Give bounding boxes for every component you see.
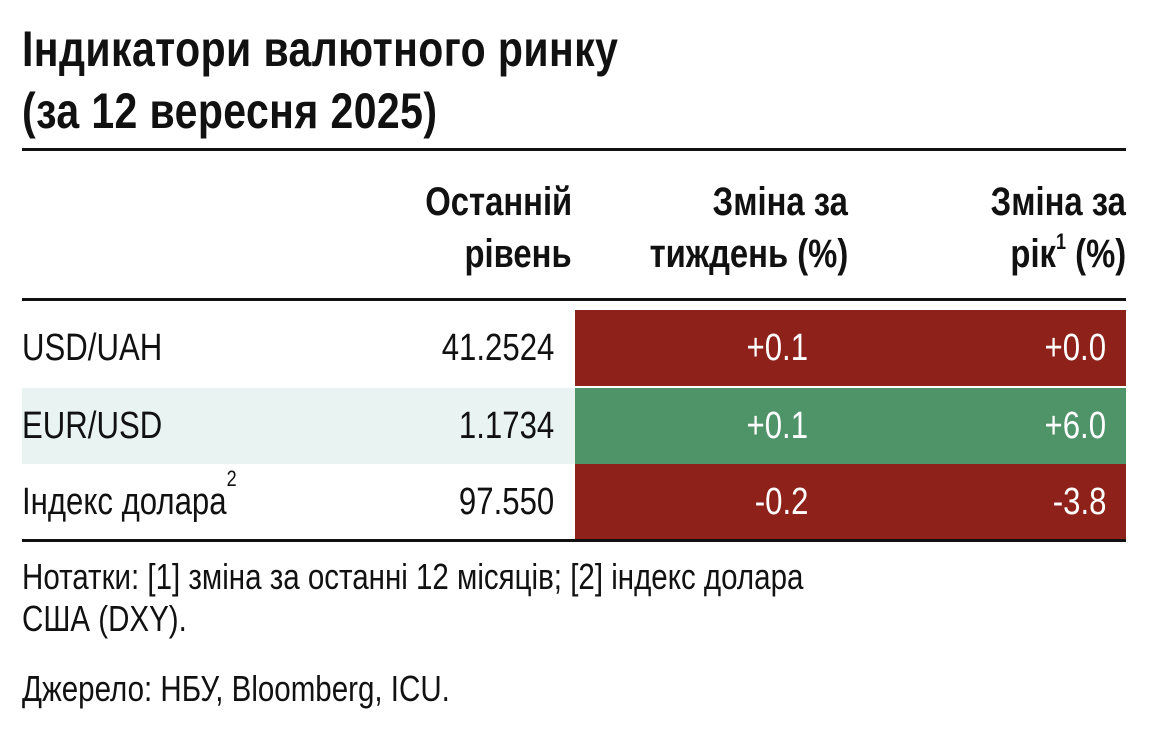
notes: Нотатки: [1] зміна за останні 12 місяців… [22,556,804,639]
title-line-1: Індикатори валютного ринку [22,21,619,77]
title: Індикатори валютного ринку (за 12 вересн… [22,18,749,142]
header-year-change: Зміна за рік1 (%) [990,180,1126,276]
row-name: USD/UAH [22,326,163,369]
row-name: Індекс долара2 [22,465,237,523]
year-change-cell: +6.0 [828,388,1126,464]
header-last-level: Останній рівень [425,180,572,276]
footnote-marker-2: 2 [226,465,237,491]
header-week-change: Зміна за тиждень (%) [649,180,848,276]
row-last-level: 41.2524 [441,326,554,369]
year-change-cell: +0.0 [828,310,1126,386]
week-change-cell: +0.1 [575,310,828,386]
row-last-level: 1.1734 [458,404,554,447]
row-name: EUR/USD [22,404,163,447]
top-rule [22,148,1126,151]
table-row: EUR/USD 1.1734 +0.1 +6.0 [22,388,1126,464]
bottom-rule [22,539,1126,542]
year-change-cell: -3.8 [828,464,1126,540]
row-last-level: 97.550 [458,480,554,523]
week-change-cell: -0.2 [575,464,828,540]
title-line-2: (за 12 вересня 2025) [22,83,438,139]
footnote-marker-1: 1 [1055,228,1066,254]
header-rule [22,298,1126,301]
table-row: USD/UAH 41.2524 +0.1 +0.0 [22,310,1126,386]
week-change-cell: +0.1 [575,388,828,464]
source-note: Джерело: НБУ, Bloomberg, ICU. [22,668,450,709]
table-row: Індекс долара2 97.550 -0.2 -3.8 [22,464,1126,540]
